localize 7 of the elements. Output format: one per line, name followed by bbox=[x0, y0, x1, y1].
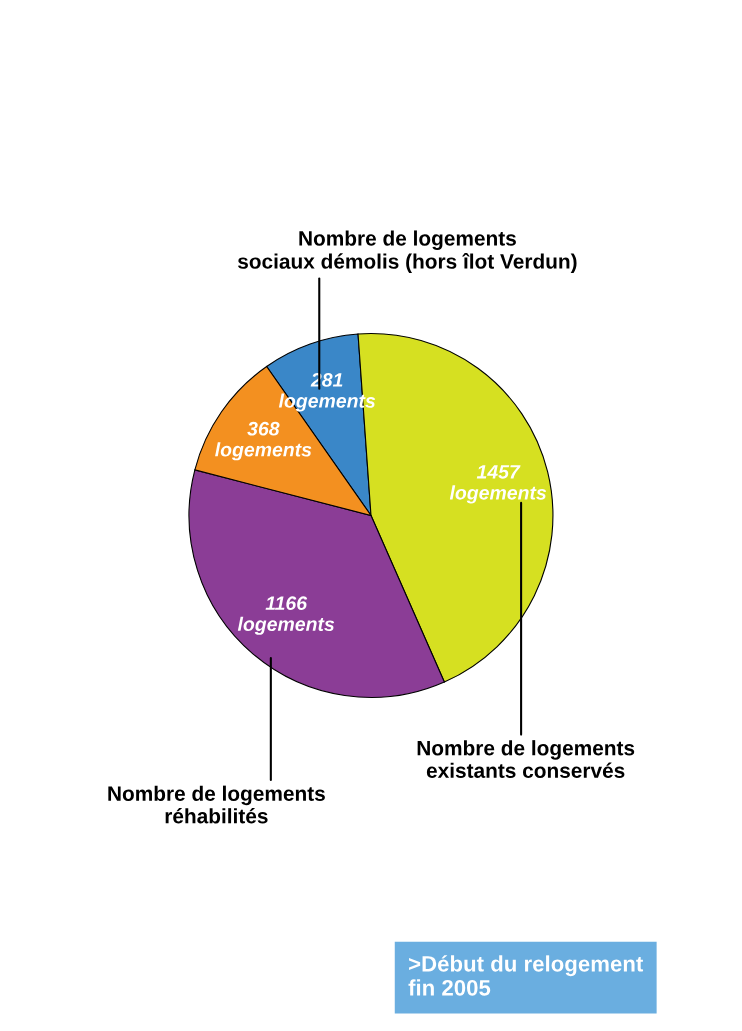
text: >Début du relogement fin 2005 bbox=[408, 955, 644, 996]
data-label: 368 logements bbox=[215, 421, 312, 461]
slice-label: Nombre de logements existants conservés bbox=[417, 740, 635, 778]
slice-label: Nombre de logements sociaux démolis (hors îlot Verdun) bbox=[237, 230, 577, 273]
slice-label: Nombre de logements réhabilités bbox=[108, 785, 325, 824]
data-label: 1457 logements bbox=[449, 465, 547, 504]
data-label: 1166 logements bbox=[237, 596, 335, 635]
